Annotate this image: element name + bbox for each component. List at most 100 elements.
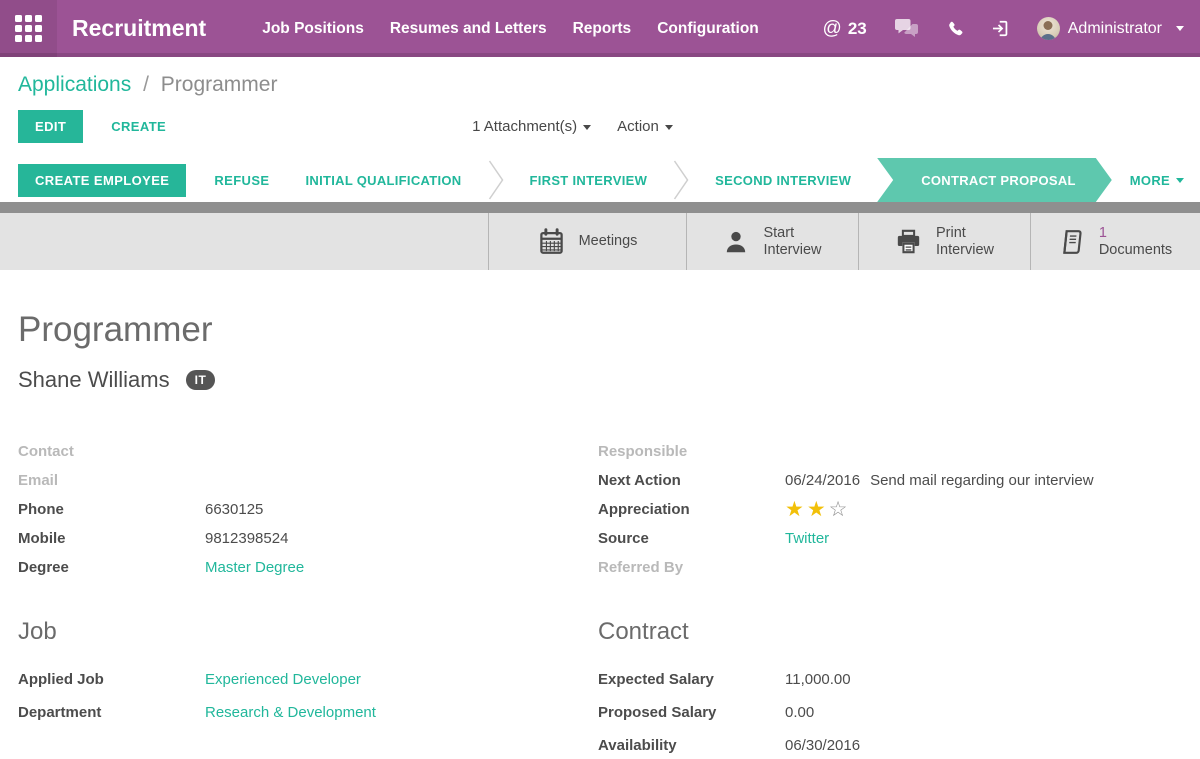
caret-down-icon [1176,177,1184,183]
expected-salary-label: Expected Salary [598,671,714,688]
sign-in-icon[interactable] [991,19,1010,38]
phone-icon[interactable] [946,20,964,38]
appreciation-label: Appreciation [598,501,690,518]
department-label: Department [18,704,102,721]
start-interview-button[interactable]: Start Interview [686,213,858,270]
stage-initial-qualification[interactable]: INITIAL QUALIFICATION [305,172,462,188]
degree-label: Degree [18,559,69,576]
menu-resumes-letters[interactable]: Resumes and Letters [389,19,547,37]
caret-down-icon [664,124,673,130]
caret-down-icon [583,124,592,130]
user-name: Administrator [1067,19,1162,37]
appreciation-rating[interactable]: ★★☆ [785,499,850,520]
meetings-button[interactable]: Meetings [488,213,686,270]
top-menu: Job Positions Resumes and Letters Report… [262,20,759,38]
action-dropdown[interactable]: Action [617,118,673,135]
breadcrumb-applications[interactable]: Applications [18,73,132,96]
print-interview-button[interactable]: Print Interview [858,213,1030,270]
star-filled-icon[interactable]: ★★ [785,498,829,521]
job-group: Job Applied Job Experienced Developer De… [18,618,598,759]
record-sheet: Programmer Shane Williams IT Contact Ema… [0,270,1200,759]
field-next-action: Next Action 06/24/2016 Send mail regardin… [598,466,1182,495]
mentions-counter[interactable]: @ 23 [823,18,867,40]
field-phone: Phone 6630125 [18,495,598,524]
next-action-label: Next Action [598,472,681,489]
field-availability: Availability 06/30/2016 [598,729,1182,759]
department-badge: IT [185,370,216,390]
proposed-salary-label: Proposed Salary [598,704,717,721]
job-heading: Job [18,618,57,645]
documents-button[interactable]: 1 Documents [1030,213,1200,270]
stage-more-dropdown[interactable]: MORE [1112,173,1200,188]
field-expected-salary: Expected Salary 11,000.00 [598,663,1182,696]
separator-bar [0,202,1200,213]
mobile-label: Mobile [18,530,66,547]
apps-grid-icon [15,15,42,42]
person-icon [727,231,746,252]
topbar-right: @ 23 Administrator [823,17,1200,40]
next-action-text: Send mail regarding our interview [870,472,1094,489]
caret-down-icon [1176,26,1184,31]
menu-configuration[interactable]: Configuration [657,19,759,37]
mobile-value: 9812398524 [205,530,289,547]
contact-group: Contact Email Phone 6630125 Mobile 98123… [18,437,598,582]
field-department: Department Research & Development [18,696,598,729]
field-applied-job: Applied Job Experienced Developer [18,663,598,696]
availability-label: Availability [598,737,677,754]
field-mobile: Mobile 9812398524 [18,524,598,553]
email-label: Email [18,472,59,489]
phone-value: 6630125 [205,501,264,518]
user-menu[interactable]: Administrator [1036,17,1184,40]
chevron-right-icon [673,160,689,200]
responsible-label: Responsible [598,443,688,460]
phone-label: Phone [18,501,64,518]
field-degree: Degree Master Degree [18,553,598,582]
breadcrumb: Applications / Programmer [18,73,1200,97]
create-button[interactable]: CREATE [105,118,172,135]
field-responsible: Responsible [598,437,1182,466]
responsible-group: Responsible Next Action 06/24/2016 Send m… [598,437,1182,582]
contract-heading: Contract [598,618,689,645]
control-panel-dropdowns: 1 Attachment(s) Action [472,118,673,135]
chat-icon[interactable] [894,18,919,40]
menu-reports[interactable]: Reports [572,19,632,37]
top-navbar: Recruitment Job Positions Resumes and Le… [0,0,1200,57]
refuse-button[interactable]: REFUSE [208,172,275,189]
journal-icon [1062,229,1082,254]
meetings-label: Meetings [578,233,638,249]
statusbar: CREATE EMPLOYEE REFUSE INITIAL QUALIFICA… [0,158,1200,202]
next-action-date: 06/24/2016 [785,472,861,489]
mention-count: 23 [847,18,867,38]
applied-job-link[interactable]: Experienced Developer [205,671,361,688]
create-employee-button[interactable]: CREATE EMPLOYEE [18,163,187,197]
availability-value: 06/30/2016 [785,737,861,754]
referred-by-label: Referred By [598,559,684,576]
printer-icon [897,229,920,254]
proposed-salary-value: 0.00 [785,704,815,721]
applicant-name: Shane Williams [18,367,170,392]
degree-link[interactable]: Master Degree [205,559,305,576]
menu-job-positions[interactable]: Job Positions [262,19,364,37]
field-email: Email [18,466,598,495]
apps-menu-button[interactable] [0,0,57,57]
stage-contract-proposal-active[interactable]: CONTRACT PROPOSAL [877,158,1112,202]
edit-button[interactable]: EDIT [18,110,84,143]
contact-label: Contact [18,443,74,460]
stage-second-interview[interactable]: SECOND INTERVIEW [715,172,852,188]
app-title[interactable]: Recruitment [72,15,207,41]
attachments-dropdown[interactable]: 1 Attachment(s) [472,118,592,135]
start-interview-label: Start Interview [763,224,822,258]
next-action-value: 06/24/2016 Send mail regarding our interv… [785,472,1094,489]
department-link[interactable]: Research & Development [205,704,376,721]
field-source: Source Twitter [598,524,1182,553]
star-empty-icon[interactable]: ☆ [828,498,851,521]
source-link[interactable]: Twitter [785,530,830,547]
field-proposed-salary: Proposed Salary 0.00 [598,696,1182,729]
stage-first-interview[interactable]: FIRST INTERVIEW [529,172,648,188]
calendar-icon [539,228,563,254]
expected-salary-value: 11,000.00 [785,671,851,688]
field-groups-bottom: Job Applied Job Experienced Developer De… [18,618,1182,759]
source-label: Source [598,530,649,547]
stage-pipeline: INITIAL QUALIFICATION FIRST INTERVIEW SE… [279,158,1200,202]
applicant-row: Shane Williams IT [18,367,1182,393]
